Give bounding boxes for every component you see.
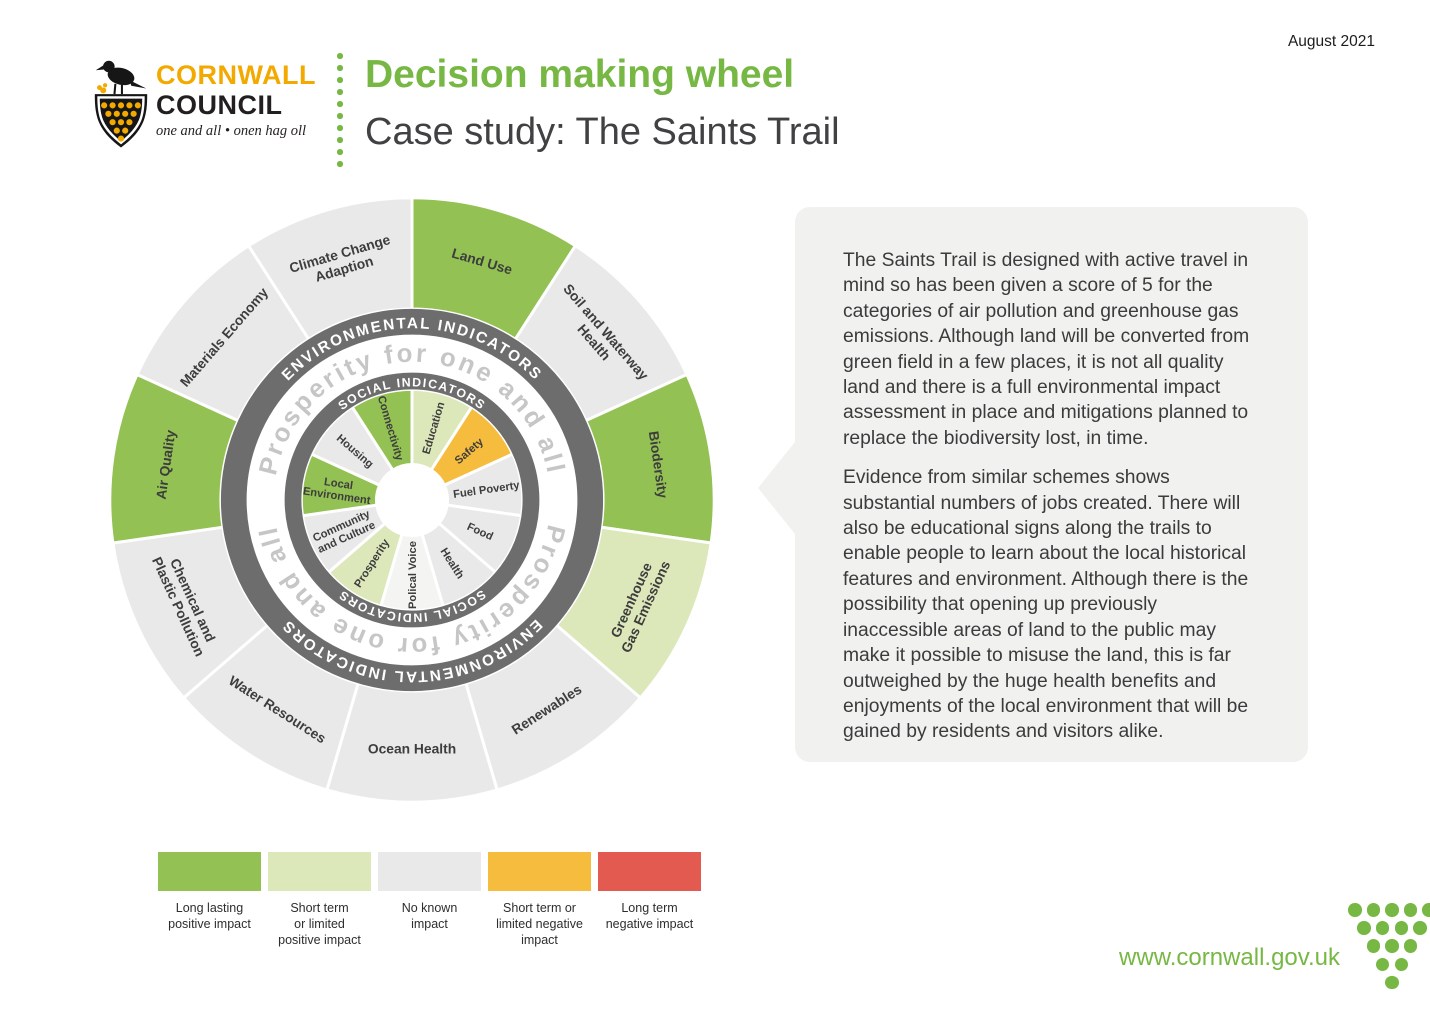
dot bbox=[1403, 939, 1418, 953]
logo-tagline: one and all • onen hag oll bbox=[156, 123, 307, 139]
legend-item: Short term or limited positive impact bbox=[268, 852, 371, 948]
dot bbox=[1394, 921, 1408, 935]
decision-making-wheel: Prosperity for one and all Prosperity for… bbox=[96, 184, 728, 816]
dot bbox=[1385, 939, 1399, 953]
cornwall-council-logo: CORNWALL COUNCIL one and all • onen hag … bbox=[92, 54, 422, 159]
wheel-segment-label: Ocean Health bbox=[368, 741, 456, 757]
wheel-segment-label: Polical Voice bbox=[407, 541, 419, 609]
logo-cornwall: CORNWALL bbox=[156, 60, 316, 90]
legend-label: Short term or limited negative impact bbox=[496, 901, 583, 947]
legend-label: Short term or limited positive impact bbox=[278, 901, 361, 947]
legend-label: Long lasting positive impact bbox=[168, 901, 251, 931]
logo-council: COUNCIL bbox=[156, 90, 283, 120]
dot bbox=[1385, 903, 1399, 917]
dot bbox=[1422, 903, 1430, 917]
case-study-callout: The Saints Trail is designed with active… bbox=[758, 207, 1308, 762]
dotted-separator bbox=[337, 53, 343, 167]
website-link[interactable]: www.cornwall.gov.uk bbox=[1119, 944, 1340, 971]
legend-swatch-no-impact bbox=[378, 852, 481, 891]
impact-legend: Long lasting positive impact Short term … bbox=[158, 852, 701, 948]
legend-swatch-long-positive bbox=[158, 852, 261, 891]
legend-item: Short term or limited negative impact bbox=[488, 852, 591, 948]
cornwall-crest-icon bbox=[94, 60, 148, 148]
dot bbox=[1385, 975, 1399, 990]
dot bbox=[1366, 939, 1381, 953]
dot bbox=[1394, 957, 1408, 972]
legend-swatch-short-negative bbox=[488, 852, 591, 891]
wheel-center bbox=[375, 463, 449, 537]
dot bbox=[1375, 921, 1390, 935]
legend-swatch-short-positive bbox=[268, 852, 371, 891]
dot bbox=[1413, 921, 1427, 935]
dot bbox=[1375, 957, 1390, 972]
legend-item: No known impact bbox=[378, 852, 481, 948]
legend-item: Long lasting positive impact bbox=[158, 852, 261, 948]
dot bbox=[1348, 903, 1362, 917]
legend-label: Long term negative impact bbox=[605, 901, 694, 931]
dot bbox=[1357, 921, 1371, 935]
date-label: August 2021 bbox=[1287, 33, 1375, 50]
callout-tail bbox=[758, 442, 795, 534]
social-band bbox=[284, 372, 540, 628]
legend-swatch-long-negative bbox=[598, 852, 701, 891]
legend-label: No known impact bbox=[401, 901, 458, 931]
cornwall-logo-text: CORNWALL COUNCIL one and all • onen hag … bbox=[156, 62, 416, 139]
cornwall-dots-logo bbox=[1348, 903, 1430, 995]
legend-item: Long term negative impact bbox=[598, 852, 701, 948]
case-study-paragraph: The Saints Trail is designed with active… bbox=[843, 250, 1250, 449]
dot bbox=[1403, 903, 1418, 917]
case-study-paragraph: Evidence from similar schemes shows subs… bbox=[843, 467, 1249, 743]
page-title: Decision making wheel bbox=[365, 53, 795, 96]
page-subtitle: Case study: The Saints Trail bbox=[365, 111, 840, 153]
dot bbox=[1366, 903, 1381, 917]
environmental-band bbox=[220, 308, 604, 692]
